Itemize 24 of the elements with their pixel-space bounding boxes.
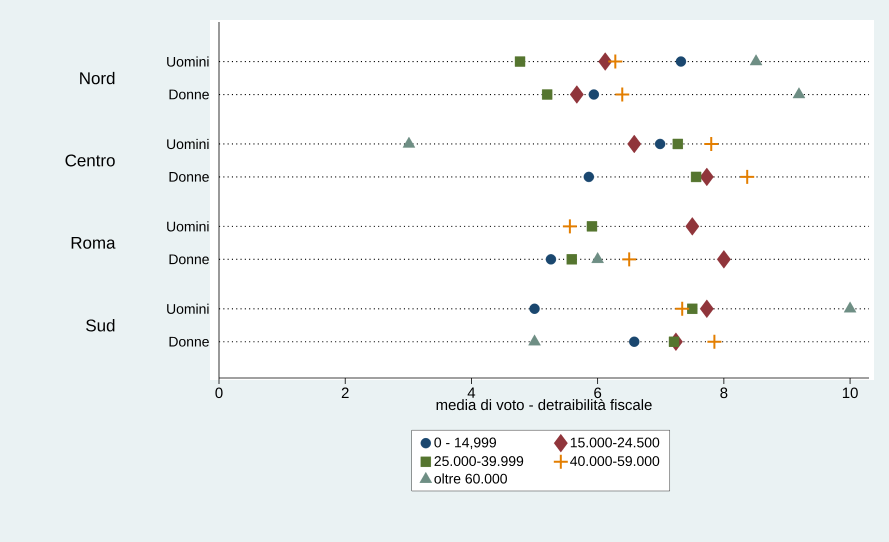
- x-tick-label: 4: [468, 388, 476, 398]
- y-tick-label: Uomini: [167, 56, 209, 67]
- text: Roma: [72, 236, 116, 249]
- y-tick-label: Donne: [170, 254, 209, 264]
- legend-label: 25.000-39.999: [434, 456, 524, 466]
- legend-label: 40.000-59.000: [570, 456, 660, 466]
- y-tick-label: Donne: [170, 336, 209, 347]
- y-tick-label: Donne: [170, 172, 209, 182]
- y-tick-label: Uomini: [167, 304, 209, 314]
- x-tick-label: 8: [720, 388, 728, 398]
- text: Centro: [66, 154, 115, 166]
- y-tick-label: Uomini: [167, 221, 209, 232]
- x-tick-label: 0: [215, 388, 223, 398]
- legend-label: 15.000-24.500: [570, 438, 660, 448]
- x-tick-label: 10: [842, 388, 858, 398]
- legend-label: oltre 60.000: [434, 473, 507, 484]
- y-tick-label: Uomini: [167, 138, 209, 150]
- text: Sud: [86, 319, 114, 332]
- x-axis-title: media di voto - detraibilità fiscale: [436, 398, 652, 410]
- text: Nord: [80, 72, 114, 84]
- legend-label: 0 - 14,999: [434, 438, 496, 450]
- y-tick-label: Donne: [170, 90, 209, 100]
- x-tick-label: 6: [594, 388, 602, 398]
- x-tick-label: 2: [342, 388, 349, 398]
